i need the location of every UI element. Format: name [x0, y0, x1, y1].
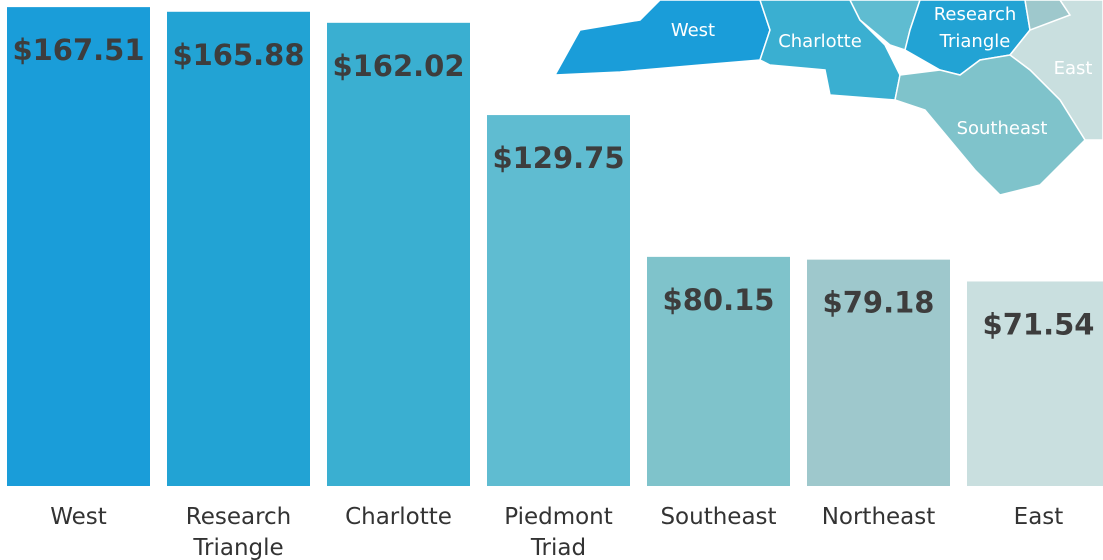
map-label: West [671, 20, 715, 41]
bar [967, 281, 1103, 486]
bar [327, 22, 470, 486]
map-region-west [553, 0, 771, 76]
value-label: $129.75 [492, 141, 624, 175]
x-tick-label: East [1014, 504, 1064, 530]
map-region-southeast [894, 54, 1086, 196]
map-label: Research Triangle [934, 4, 1017, 52]
value-label: $167.51 [12, 33, 144, 67]
x-tick-label: West [50, 504, 107, 530]
map-label: East [1054, 58, 1093, 79]
x-tick-label: Northeast [822, 504, 936, 530]
bar [487, 115, 630, 486]
x-tick-label: Research Triangle [186, 504, 292, 560]
map-label: Southeast [957, 118, 1048, 139]
map [553, 0, 1103, 196]
bar [807, 259, 950, 486]
x-tick-label: Piedmont Triad [504, 504, 613, 560]
bar [167, 11, 310, 487]
x-tick-label: Charlotte [345, 504, 452, 530]
bar [647, 256, 790, 486]
value-label: $80.15 [663, 283, 775, 317]
bar [7, 7, 150, 487]
map-label: Charlotte [778, 31, 862, 52]
value-label: $162.02 [332, 49, 464, 83]
value-label: $71.54 [983, 307, 1095, 341]
value-label: $165.88 [172, 38, 304, 72]
x-tick-label: Southeast [660, 504, 776, 530]
value-label: $79.18 [823, 286, 935, 320]
